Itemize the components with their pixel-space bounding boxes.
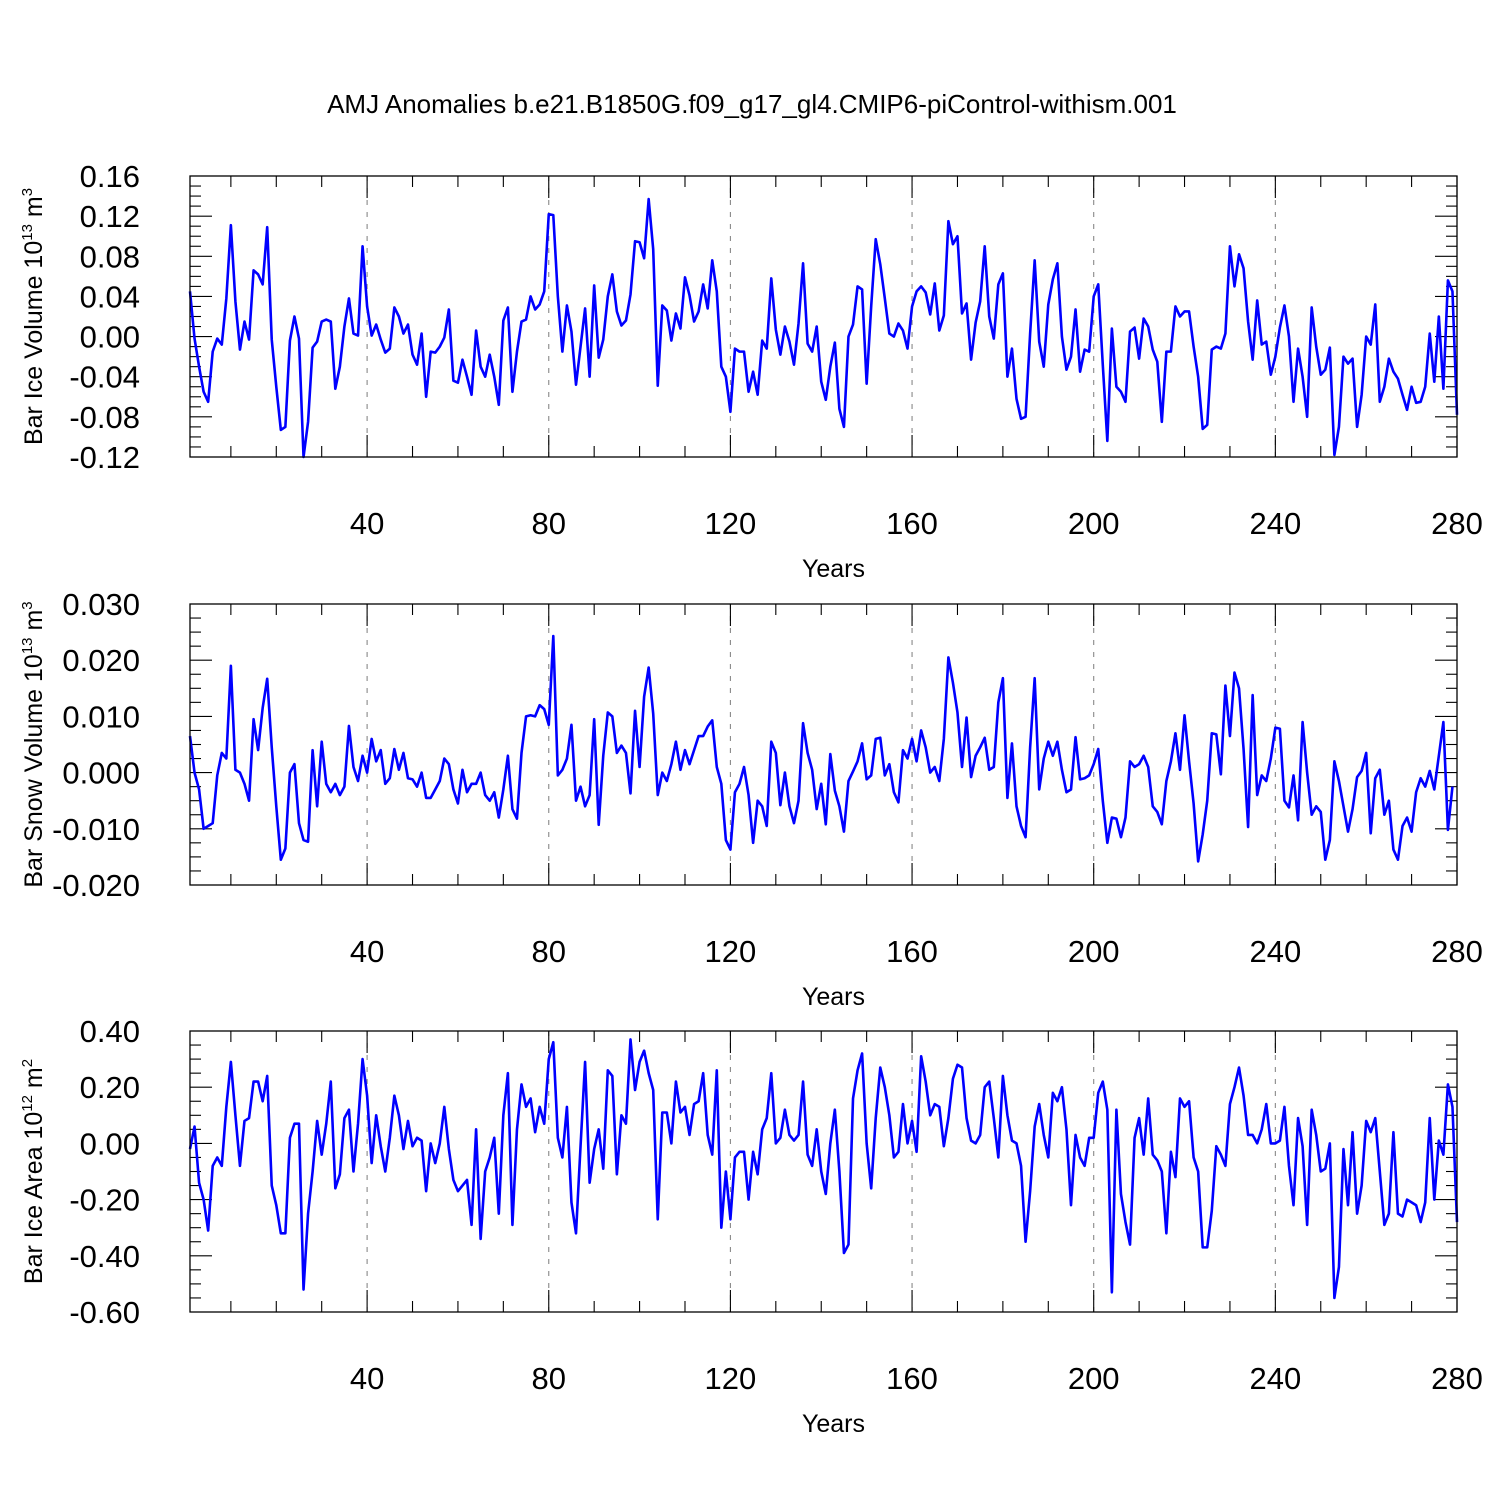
x-tick-label: 40 (350, 1361, 384, 1396)
chart-panel-3: -0.60 -0.40 -0.20 0.00 0.20 0.40 40 80 120 160 200… (19, 1014, 1483, 1438)
y-tick-label: 0.000 (62, 756, 140, 791)
x-tick-label: 120 (705, 506, 757, 541)
chart-panel-1: -0.12 -0.08 -0.04 0.00 0.04 0.08 0.12 0.16 40 80 1… (19, 159, 1483, 583)
x-axis-label: Years (802, 1410, 865, 1438)
y-tick-label: -0.020 (52, 868, 140, 903)
y-tick-label: 0.00 (80, 1126, 140, 1161)
x-tick-label: 160 (886, 934, 938, 969)
plot-frame (189, 603, 1458, 886)
y-tick-label: 0.40 (80, 1014, 140, 1049)
plot-frame (189, 175, 1458, 458)
series-line (188, 1038, 1459, 1300)
x-tick-label: 200 (1068, 934, 1120, 969)
x-tick-label: 120 (705, 934, 757, 969)
plot-frame (189, 1030, 1458, 1313)
panels: -0.12 -0.08 -0.04 0.00 0.04 0.08 0.12 0.16 40 80 1… (19, 159, 1483, 1438)
y-tick-label: -0.010 (52, 812, 140, 847)
series-line (188, 634, 1454, 863)
x-tick-label: 40 (350, 934, 384, 969)
x-tick-label: 160 (886, 506, 938, 541)
x-tick-label: 160 (886, 1361, 938, 1396)
y-tick-label: 0.030 (62, 587, 140, 622)
y-tick-label: 0.04 (80, 279, 140, 314)
x-tick-label: 240 (1249, 934, 1301, 969)
x-tick-label: 240 (1249, 506, 1301, 541)
y-tick-label: 0.020 (62, 643, 140, 678)
y-axis-label: Bar Ice Area 1012 m2 (19, 1059, 48, 1284)
x-tick-label: 200 (1068, 506, 1120, 541)
x-axis-label: Years (802, 555, 865, 583)
y-tick-label: 0.20 (80, 1070, 140, 1105)
y-tick-label: -0.04 (69, 360, 140, 395)
y-tick-label: 0.16 (80, 159, 140, 194)
y-tick-label: 0.00 (80, 320, 140, 355)
x-tick-label: 240 (1249, 1361, 1301, 1396)
x-tick-label: 200 (1068, 1361, 1120, 1396)
y-axis-label: Bar Snow Volume 1013 m3 (19, 601, 48, 887)
x-tick-label: 40 (350, 506, 384, 541)
y-tick-label: -0.12 (69, 440, 140, 475)
x-tick-label: 80 (532, 1361, 566, 1396)
chart-panel-2: -0.020 -0.010 0.000 0.010 0.020 0.030 40 80 120 1… (19, 587, 1483, 1011)
figure-title: AMJ Anomalies b.e21.B1850G.f09_g17_gl4.C… (327, 89, 1177, 119)
y-tick-label: 0.12 (80, 199, 140, 234)
x-tick-label: 80 (532, 934, 566, 969)
y-tick-label: 0.010 (62, 699, 140, 734)
x-tick-label: 120 (705, 1361, 757, 1396)
y-tick-label: 0.08 (80, 239, 140, 274)
y-axis-label: Bar Ice Volume 1013 m3 (19, 188, 48, 445)
y-tick-label: -0.20 (69, 1183, 140, 1218)
x-tick-label: 280 (1431, 1361, 1483, 1396)
x-tick-label: 80 (532, 506, 566, 541)
series-line (188, 197, 1459, 459)
x-axis-label: Years (802, 983, 865, 1011)
y-tick-label: -0.60 (69, 1295, 140, 1330)
y-tick-label: -0.40 (69, 1239, 140, 1274)
y-tick-label: -0.08 (69, 400, 140, 435)
x-tick-label: 280 (1431, 506, 1483, 541)
x-tick-label: 280 (1431, 934, 1483, 969)
